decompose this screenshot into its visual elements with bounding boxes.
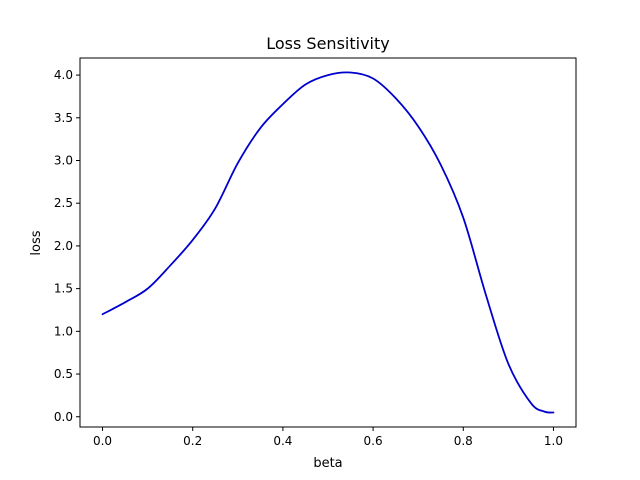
y-tick-label: 0.5	[54, 367, 73, 381]
x-axis-label: beta	[313, 456, 342, 471]
y-tick-label: 1.5	[54, 282, 73, 296]
x-tick-label: 0.4	[273, 434, 292, 448]
tick-group: 0.0 0.2 0.4 0.6 0.8 1.0 0.0 0.5 1.0 1.5 2.0 2.5 3.0 3…	[54, 68, 563, 448]
chart-title: Loss Sensitivity	[266, 34, 389, 53]
plot-frame	[79, 57, 577, 428]
x-tick-label: 0.2	[183, 434, 202, 448]
x-tick-label: 1.0	[544, 434, 563, 448]
y-tick-label: 1.0	[54, 324, 73, 338]
series-line	[101, 71, 555, 414]
y-tick-label: 4.0	[54, 68, 73, 82]
x-tick-label: 0.6	[364, 434, 383, 448]
y-tick-label: 2.5	[54, 196, 73, 210]
y-axis-label: loss	[29, 230, 44, 255]
x-tick-label: 0.8	[454, 434, 473, 448]
x-tick-label: 0.0	[93, 434, 112, 448]
y-tick-label: 3.5	[54, 111, 73, 125]
y-tick-label: 2.0	[54, 239, 73, 253]
y-tick-label: 3.0	[54, 154, 73, 168]
y-tick-label: 0.0	[54, 410, 73, 424]
